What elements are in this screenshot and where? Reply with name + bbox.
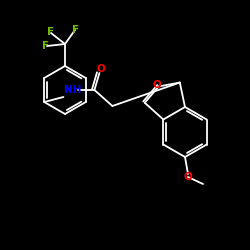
Text: O: O bbox=[96, 64, 105, 74]
Text: O: O bbox=[184, 172, 192, 182]
Text: NH: NH bbox=[64, 85, 81, 95]
Text: F: F bbox=[42, 41, 50, 51]
Text: O: O bbox=[152, 80, 161, 90]
Text: F: F bbox=[72, 25, 80, 35]
Text: F: F bbox=[48, 27, 54, 37]
